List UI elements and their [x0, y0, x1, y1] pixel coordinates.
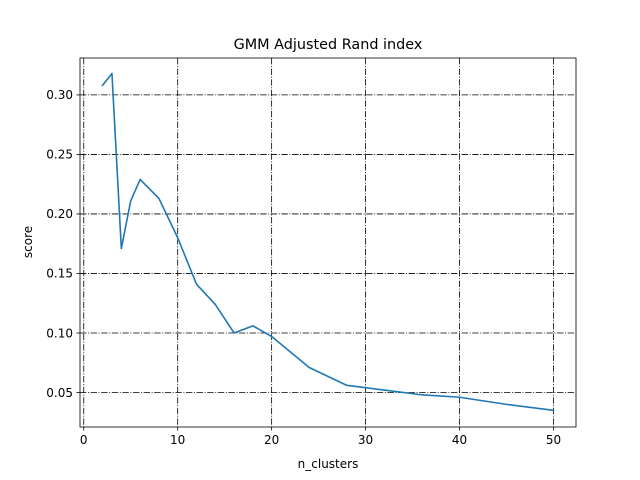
x-tick-label: 10	[170, 433, 185, 447]
x-tick-label: 50	[546, 433, 561, 447]
y-tick-label: 0.30	[46, 88, 73, 102]
y-tick-label: 0.15	[46, 267, 73, 281]
axis-ticks: 0 10 20 30 40 50 0.05 0.10 0.15 0.20 0.25 0.30	[46, 88, 561, 447]
chart-title: GMM Adjusted Rand index	[234, 37, 423, 53]
x-tick-label: 20	[264, 433, 279, 447]
plot-frame	[79, 57, 577, 428]
x-axis-label: n_clusters	[298, 457, 359, 471]
y-tick-label: 0.05	[46, 386, 73, 400]
x-tick-label: 30	[358, 433, 373, 447]
y-axis-label: score	[21, 226, 35, 258]
series-lines	[101, 72, 555, 412]
x-tick-label: 0	[80, 433, 88, 447]
y-tick-label: 0.20	[46, 207, 73, 221]
y-tick-label: 0.10	[46, 326, 73, 340]
x-tick-label: 40	[452, 433, 467, 447]
grid-lines	[80, 58, 576, 427]
y-tick-label: 0.25	[46, 148, 73, 162]
